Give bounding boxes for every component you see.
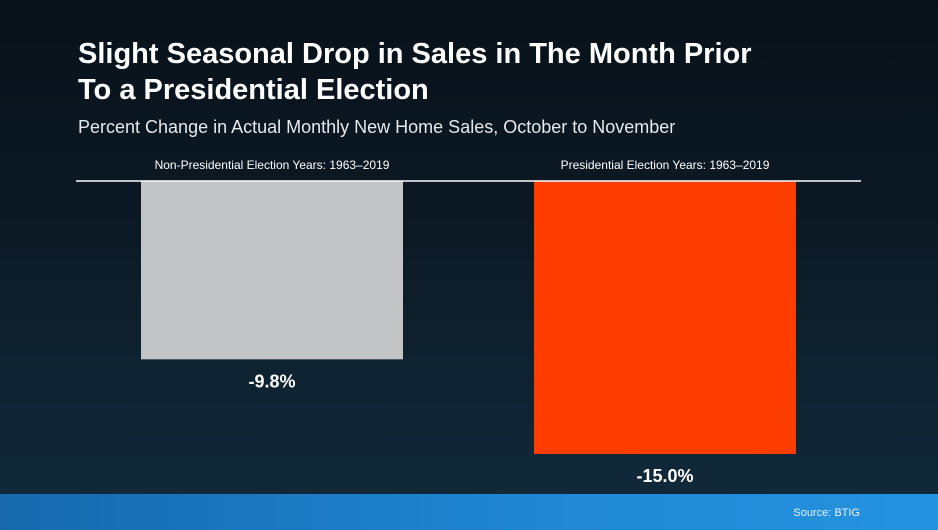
bar-2	[534, 181, 796, 454]
value-label-1: -9.8%	[248, 371, 295, 391]
bar-chart: Non-Presidential Election Years: 1963–20…	[141, 158, 796, 486]
title-line-1: Slight Seasonal Drop in Sales in The Mon…	[78, 38, 752, 70]
chart-title: Slight Seasonal Drop in Sales in The Mon…	[78, 36, 898, 108]
title-line-2: To a Presidential Election	[78, 74, 429, 106]
value-label-2: -15.0%	[636, 466, 693, 486]
footer-band	[0, 494, 938, 530]
category-label-2: Presidential Election Years: 1963–2019	[561, 158, 770, 172]
source-note: Source: BTIG	[793, 507, 860, 519]
category-label-1: Non-Presidential Election Years: 1963–20…	[155, 158, 390, 172]
bar-1	[141, 181, 403, 360]
chart-subtitle: Percent Change in Actual Monthly New Hom…	[78, 117, 676, 137]
